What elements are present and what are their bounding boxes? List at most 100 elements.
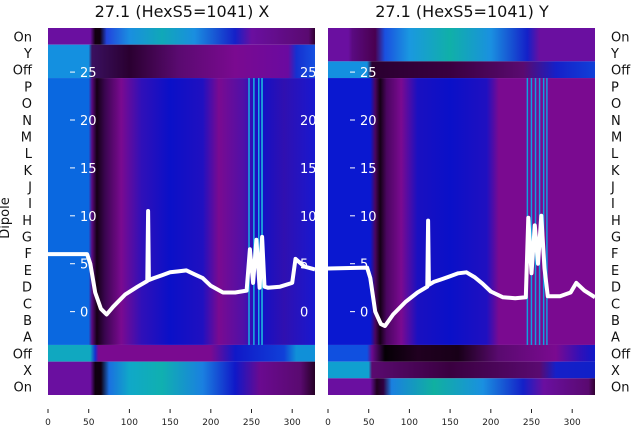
row-label: X: [611, 364, 620, 379]
row-label: B: [23, 314, 32, 329]
heatmap-stripe: [534, 78, 537, 345]
row-label: Y: [610, 47, 619, 62]
heatmap-band: [328, 61, 595, 79]
x-tick-label: 200: [202, 418, 219, 428]
heatmap-band: [48, 78, 315, 345]
overlay-tick-label: 0: [80, 306, 88, 321]
row-label: A: [23, 331, 32, 346]
x-tick-label: 250: [523, 418, 540, 428]
row-label: E: [24, 264, 32, 279]
overlay-tick-label: 20: [80, 114, 97, 129]
heatmap-band: [328, 361, 595, 379]
overlay-tick-label: 5: [360, 258, 368, 273]
overlay-tick-label: 5: [80, 258, 88, 273]
row-label: On: [14, 30, 32, 45]
x-tick-label: 50: [83, 418, 95, 428]
x-tick-label: 0: [325, 418, 331, 428]
row-label: J: [610, 180, 615, 195]
row-label: O: [611, 97, 621, 112]
overlay-tick-label: 0: [300, 306, 308, 321]
overlay-tick-label: 0: [360, 306, 368, 321]
row-label: M: [21, 130, 32, 145]
overlay-tick-label: 15: [360, 162, 377, 177]
trace-line: [328, 213, 595, 328]
heatmap-panel: 0 5 10 15 20 25: [328, 28, 595, 395]
row-label: B: [611, 314, 620, 329]
row-label: G: [22, 231, 32, 246]
row-label: L: [611, 147, 619, 162]
overlay-tick-label: 25: [80, 66, 97, 81]
heatmap-band: [328, 378, 595, 395]
overlay-tick-label: 10: [360, 210, 377, 225]
heatmap-band: [328, 344, 595, 362]
row-label: K: [23, 164, 32, 179]
row-label: A: [611, 331, 620, 346]
row-label: M: [611, 130, 622, 145]
heatmap-band: [328, 28, 595, 62]
x-tick-label: 100: [121, 418, 138, 428]
x-tick-label: 250: [243, 418, 260, 428]
overlay-tick-label: 20: [300, 114, 317, 129]
heatmap-band: [48, 44, 315, 79]
row-label: On: [14, 381, 32, 396]
overlay-tick-label: 25: [300, 66, 317, 81]
overlay-tick-label: 10: [300, 210, 317, 225]
row-label: D: [22, 281, 32, 296]
row-label: P: [24, 80, 32, 95]
row-label: Off: [13, 64, 33, 79]
heatmap-band: [48, 361, 315, 395]
row-label: F: [25, 247, 32, 262]
overlay-tick-label: 15: [80, 162, 97, 177]
row-label: G: [611, 231, 621, 246]
trace-line: [48, 209, 315, 317]
row-label: Off: [611, 64, 631, 79]
heatmap-stripe: [546, 78, 548, 345]
x-tick-label: 0: [45, 418, 51, 428]
row-label: On: [611, 30, 629, 45]
heatmap-stripe: [261, 78, 263, 345]
y-axis-label: Dipole: [0, 197, 13, 238]
row-label: Y: [23, 47, 32, 62]
row-label: N: [22, 114, 32, 129]
row-label: K: [611, 164, 620, 179]
x-tick-label: 50: [363, 418, 375, 428]
x-tick-label: 300: [284, 418, 301, 428]
row-label: On: [611, 381, 629, 396]
heatmap-stripe: [248, 78, 250, 345]
row-label: C: [23, 297, 32, 312]
heatmap-band: [48, 344, 315, 362]
row-label: N: [611, 114, 621, 129]
overlay-tick-label: 15: [300, 162, 317, 177]
heatmap-stripe: [526, 78, 529, 345]
heatmap-band: [48, 28, 315, 45]
row-label: H: [22, 214, 32, 229]
row-label: I: [28, 197, 32, 212]
overlay-tick-label: 20: [360, 114, 377, 129]
heatmap-stripe: [538, 78, 541, 345]
x-tick-label: 300: [564, 418, 581, 428]
x-tick-label: 100: [401, 418, 418, 428]
row-label: L: [25, 147, 33, 162]
x-tick-label: 200: [482, 418, 499, 428]
row-label: H: [611, 214, 621, 229]
heatmap-stripe: [258, 78, 260, 345]
row-label: D: [611, 281, 621, 296]
row-label: C: [611, 297, 620, 312]
row-label: P: [611, 80, 619, 95]
x-tick-label: 150: [162, 418, 179, 428]
row-label: F: [611, 247, 618, 262]
row-label: I: [611, 197, 615, 212]
panel-title-x: 27.1 (HexS5=1041) X: [95, 2, 270, 21]
row-label: X: [23, 364, 32, 379]
heatmap-stripe: [253, 78, 255, 345]
row-label: J: [27, 180, 32, 195]
x-tick-label: 150: [442, 418, 459, 428]
heatmap-stripe: [530, 78, 533, 345]
row-label: O: [22, 97, 32, 112]
panel-title-y: 27.1 (HexS5=1041) Y: [375, 2, 549, 21]
row-label: Off: [13, 347, 33, 362]
heatmap-stripe: [542, 78, 545, 345]
row-label: Off: [611, 347, 631, 362]
